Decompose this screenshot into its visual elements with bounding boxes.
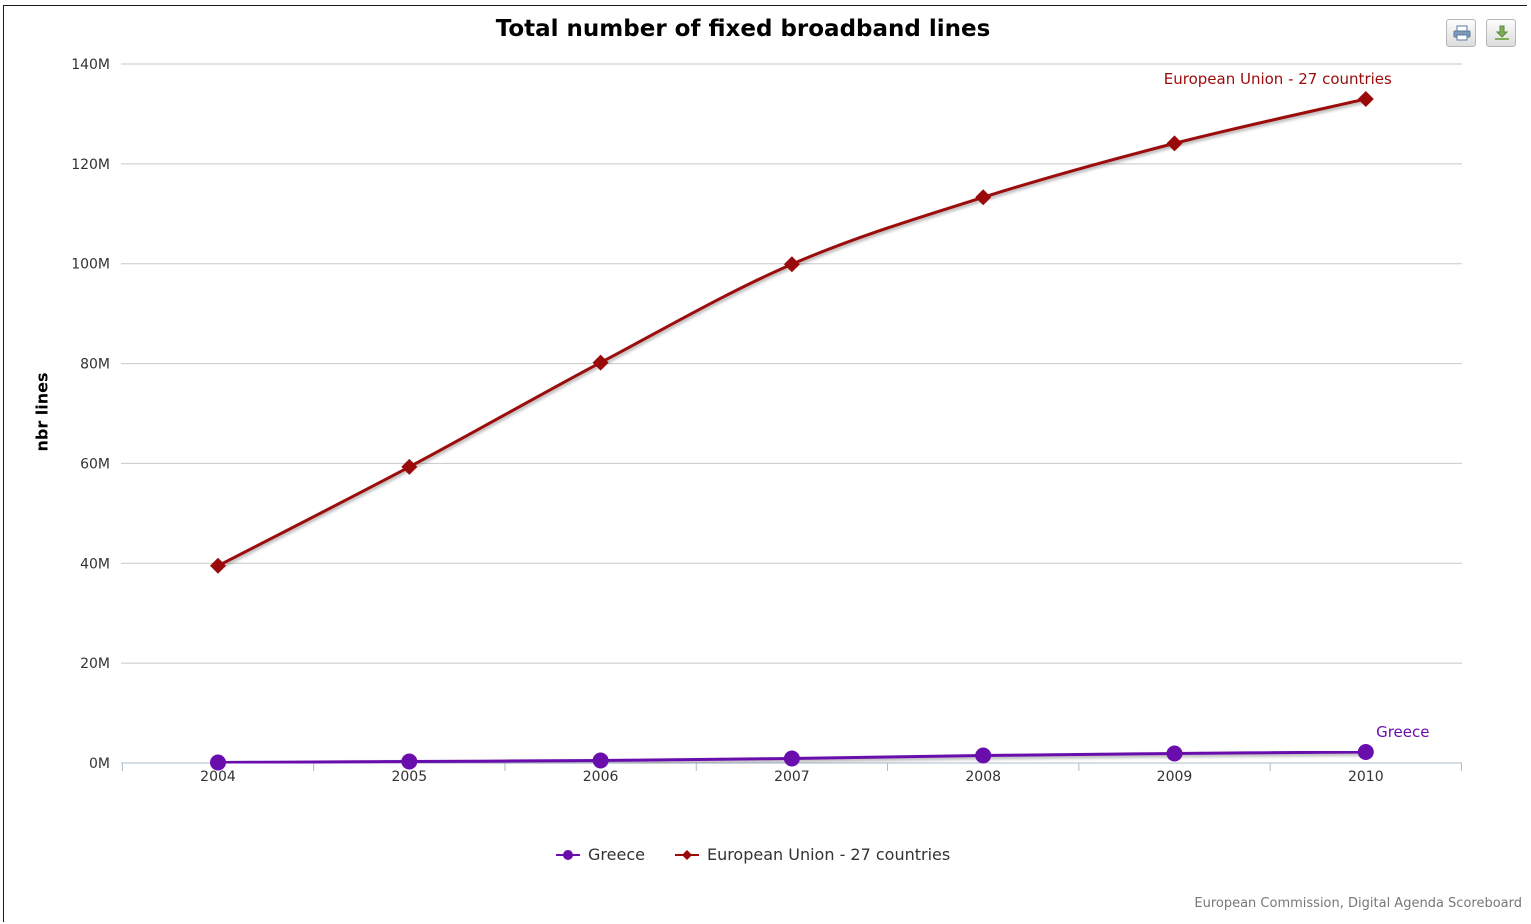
print-button[interactable] <box>1446 19 1476 47</box>
data-point <box>210 557 226 574</box>
legend-item-eu27[interactable]: European Union - 27 countries <box>674 845 951 864</box>
data-point <box>592 752 609 769</box>
grid-lines <box>121 63 1462 664</box>
y-tick-label: 80M <box>80 357 110 373</box>
data-point <box>1357 90 1374 107</box>
x-tick-label: 2009 <box>1157 769 1193 785</box>
data-point <box>783 750 800 767</box>
x-tick-label: 2006 <box>583 769 619 785</box>
data-point <box>1357 744 1374 761</box>
credit-text: European Commission, Digital Agenda Scor… <box>1194 896 1522 911</box>
x-tick-label: 2004 <box>200 769 236 785</box>
download-button[interactable] <box>1486 19 1516 47</box>
chart-title: Total number of fixed broadband lines <box>495 16 991 42</box>
legend-label-greece: Greece <box>588 845 645 864</box>
data-point <box>975 747 992 764</box>
y-axis-label: nbr lines <box>32 372 52 452</box>
legend-label-eu27: European Union - 27 countries <box>706 845 951 864</box>
y-tick-label: 140M <box>71 57 110 73</box>
data-point <box>1166 135 1183 152</box>
y-tick-label: 20M <box>80 656 110 672</box>
legend: Greece European Union - 27 countries <box>556 845 980 864</box>
series-end-label: European Union - 27 countries <box>1164 70 1392 88</box>
series-line <box>217 97 1367 568</box>
x-tick-label: 2005 <box>391 769 427 785</box>
x-tick-label: 2007 <box>774 769 810 785</box>
download-icon <box>1495 25 1509 40</box>
y-tick-label: 0M <box>89 756 110 772</box>
data-point <box>210 754 226 771</box>
y-tick-label: 60M <box>80 456 110 472</box>
legend-diamond-marker-icon <box>674 849 699 860</box>
series-end-label: Greece <box>1376 723 1429 741</box>
data-point <box>1166 745 1183 762</box>
data-point <box>401 753 418 770</box>
y-tick-label: 100M <box>71 257 110 273</box>
legend-item-greece[interactable]: Greece <box>556 845 645 864</box>
y-tick-label: 120M <box>71 157 110 173</box>
series-greece: Greece <box>210 723 1430 771</box>
data-point <box>783 256 800 273</box>
x-tick-label: 2010 <box>1348 769 1384 785</box>
y-tick-label: 40M <box>80 556 110 572</box>
y-axis-ticks: 0M 20M 40M 60M 80M 100M 120M 140M <box>71 57 110 772</box>
print-icon <box>1453 25 1471 41</box>
data-point <box>592 354 609 371</box>
legend-circle-marker-icon <box>556 849 580 860</box>
series-eu27: European Union - 27 countries <box>210 70 1392 574</box>
data-point <box>975 189 992 206</box>
series-group: Greece European Union - 27 countries <box>210 70 1430 771</box>
data-point <box>401 458 418 475</box>
x-tick-label: 2008 <box>965 769 1001 785</box>
